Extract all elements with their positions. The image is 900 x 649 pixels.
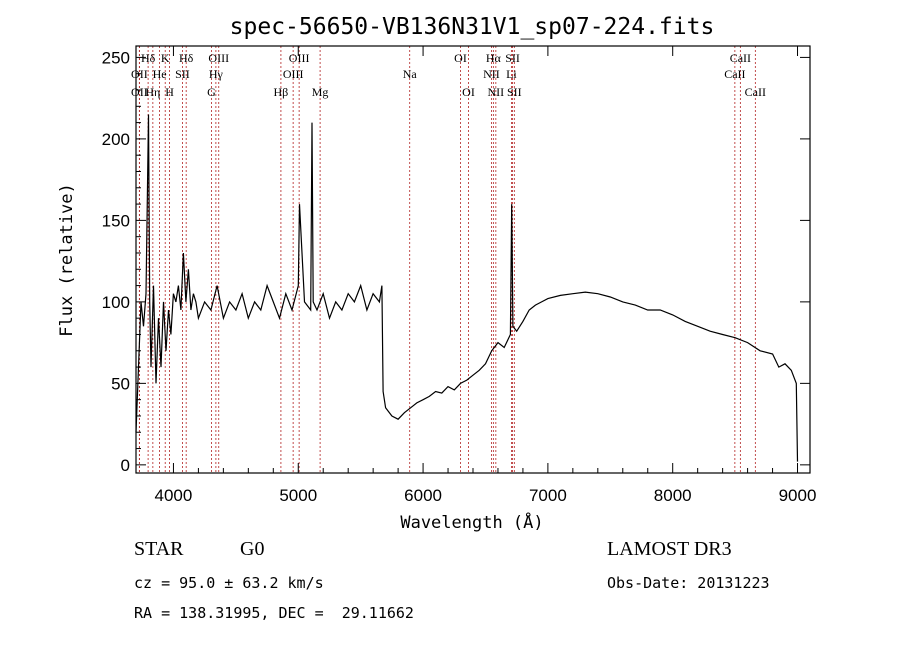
emission-line-label: Li xyxy=(506,67,517,81)
emission-line-label: Hγ xyxy=(209,67,224,81)
x-tick-label: 6000 xyxy=(404,486,442,505)
y-tick-label: 0 xyxy=(121,456,130,475)
flux-series-line xyxy=(135,114,799,462)
y-tick-label: 250 xyxy=(102,48,130,67)
emission-line-label: OI xyxy=(454,51,467,65)
coordinates: RA = 138.31995, DEC = 29.11662 xyxy=(134,604,414,622)
y-tick-label: 150 xyxy=(102,211,130,230)
emission-line-label: Mg xyxy=(312,85,329,99)
x-axis-label: Wavelength (Å) xyxy=(400,511,543,533)
emission-line-label: SII xyxy=(507,85,522,99)
emission-line-label: H xyxy=(165,85,174,99)
emission-line-label: Hη xyxy=(145,85,160,99)
y-axis-label: Flux (relative) xyxy=(57,183,77,337)
emission-line-label: Na xyxy=(403,67,418,81)
x-tick-label: 9000 xyxy=(779,486,817,505)
emission-line-label: Hδ xyxy=(179,51,194,65)
y-tick-label: 50 xyxy=(111,374,130,393)
y-tick-label: 200 xyxy=(102,130,130,149)
emission-line-label: CaII xyxy=(745,85,766,99)
emission-line-label: Hδ xyxy=(141,51,156,65)
x-axis-ticks: 4000 5000 6000 7000 8000 9000 xyxy=(155,46,817,505)
object-type: STAR xyxy=(134,538,184,560)
emission-line-label: OIII xyxy=(283,67,304,81)
plot-frame xyxy=(135,45,811,474)
emission-line-label: SII xyxy=(175,67,190,81)
x-tick-label: 7000 xyxy=(529,486,567,505)
emission-line-label: NII xyxy=(483,67,500,81)
redshift-info: cz = 95.0 ± 63.2 km/s xyxy=(134,574,324,592)
emission-line-label: CaII xyxy=(730,51,751,65)
x-tick-label: 5000 xyxy=(279,486,317,505)
x-tick-label: 4000 xyxy=(155,486,193,505)
subclass: G0 xyxy=(240,538,265,560)
emission-line-label: He xyxy=(153,67,167,81)
emission-line-label: OIII xyxy=(208,51,229,65)
emission-line-label: OI xyxy=(462,85,475,99)
chart-title: spec-56650-VB136N31V1_sp07-224.fits xyxy=(230,14,715,40)
emission-line-label: K xyxy=(161,51,170,65)
y-axis-ticks: 0 50 100 150 200 250 xyxy=(102,48,810,475)
emission-line-label: NII xyxy=(488,85,505,99)
obs-date: Obs-Date: 20131223 xyxy=(607,574,770,592)
y-tick-label: 100 xyxy=(102,293,130,312)
emission-line-label: OIII xyxy=(289,51,310,65)
emission-line-label: G xyxy=(207,85,216,99)
emission-line-label: CaII xyxy=(724,67,745,81)
survey-name: LAMOST DR3 xyxy=(607,538,732,560)
emission-line-label: SII xyxy=(505,51,520,65)
emission-line-markers xyxy=(138,46,756,473)
emission-line-label: Hβ xyxy=(274,85,289,99)
emission-line-label: OII xyxy=(131,85,148,99)
emission-line-label: Hα xyxy=(486,51,502,65)
x-tick-label: 8000 xyxy=(654,486,692,505)
